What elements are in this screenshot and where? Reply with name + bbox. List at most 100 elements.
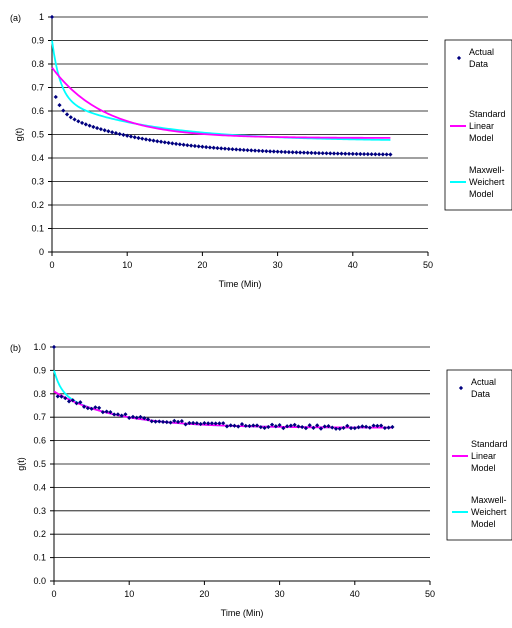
y-tick-label: 0.8 [33, 389, 46, 399]
data-point [343, 151, 348, 156]
data-point [170, 141, 175, 146]
data-point [375, 423, 380, 428]
legend-marker-actual [456, 55, 462, 61]
data-point [333, 426, 339, 431]
x-tick-label: 10 [124, 589, 134, 599]
data-point [181, 142, 186, 147]
data-point [110, 130, 115, 135]
data-point [206, 421, 211, 426]
data-point [76, 119, 81, 124]
data-point [202, 420, 207, 426]
data-point [68, 115, 73, 120]
data-point [264, 149, 269, 154]
data-point [175, 419, 181, 424]
legend-label: Data [469, 59, 488, 69]
data-point [160, 419, 166, 424]
x-tick-label: 0 [51, 589, 56, 599]
data-point [309, 150, 314, 155]
data-point [187, 420, 192, 426]
data-point [230, 147, 235, 152]
x-tick-label: 30 [275, 589, 285, 599]
data-point [286, 150, 291, 155]
data-point [346, 151, 352, 156]
data-point [87, 123, 92, 128]
y-tick-label: 1 [39, 12, 44, 22]
data-point [63, 396, 68, 401]
data-point [136, 135, 141, 141]
data-point [222, 146, 228, 151]
data-point [247, 423, 252, 429]
data-point [358, 151, 363, 157]
data-point [183, 422, 188, 427]
y-tick-label: 0.7 [33, 412, 46, 422]
x-axis-label: Time (Min) [221, 608, 264, 618]
data-point [313, 150, 318, 156]
legend-label: Actual [469, 47, 494, 57]
data-point [185, 143, 190, 148]
data-point [192, 143, 197, 149]
data-point [281, 426, 286, 431]
x-tick-label: 50 [423, 260, 433, 270]
legend-label: Model [469, 189, 494, 199]
data-point [78, 400, 83, 405]
x-tick-label: 30 [273, 260, 283, 270]
data-point [55, 394, 60, 399]
chart-panel-1: 0.0 0.1 0.2 0.3 0.4 0.5 0.6 0.7 0.8 0.9 1.0 0 10 20 30… [10, 342, 512, 618]
data-point [125, 133, 130, 138]
data-point [108, 410, 113, 415]
data-point [142, 416, 147, 421]
data-point [228, 423, 233, 428]
x-tick-label: 40 [348, 260, 358, 270]
chart-panel-0: 00.10.20.30.40.50.60.70.80.910 10 20 30 40 50… [10, 12, 512, 289]
data-point [198, 421, 203, 427]
legend-label: Standard [469, 109, 506, 119]
data-point [100, 410, 105, 415]
data-point [384, 152, 389, 157]
data-point [373, 152, 378, 157]
data-point [352, 426, 357, 431]
y-tick-label: 0.1 [31, 224, 44, 234]
data-point [252, 148, 258, 153]
legend-label: Model [469, 133, 494, 143]
data-point [285, 424, 290, 429]
data-point [294, 150, 299, 155]
data-point [140, 136, 145, 141]
legend-label: Data [471, 389, 490, 399]
data-point [138, 414, 143, 420]
y-tick-label: 1.0 [33, 342, 46, 352]
data-point [292, 422, 297, 427]
data-point [177, 142, 182, 147]
data-point [166, 140, 171, 145]
data-point [49, 14, 55, 20]
data-point [204, 145, 209, 150]
data-point [209, 421, 215, 426]
y-tick-label: 0.2 [31, 200, 44, 210]
y-tick-label: 0.5 [31, 130, 44, 140]
legend-label: Standard [471, 439, 508, 449]
legend-marker-actual [458, 385, 464, 391]
data-point [145, 417, 151, 422]
legend-label: Maxwell- [469, 165, 505, 175]
data-point [89, 406, 94, 411]
data-point [301, 150, 307, 155]
panel-label: (a) [10, 13, 21, 23]
data-point [269, 422, 275, 427]
data-point [207, 145, 213, 150]
data-point [215, 145, 220, 151]
data-point [316, 151, 322, 156]
data-point [157, 419, 162, 424]
data-point [266, 424, 271, 430]
data-point [271, 149, 276, 154]
data-point [149, 419, 154, 424]
data-point [249, 148, 254, 153]
y-tick-label: 0 [39, 247, 44, 257]
data-point [85, 406, 90, 411]
data-point [369, 152, 374, 157]
data-point [243, 423, 248, 428]
y-tick-label: 0.1 [33, 553, 46, 563]
data-point [288, 423, 293, 428]
data-point [162, 140, 167, 145]
data-point [331, 151, 337, 156]
y-tick-label: 0.7 [31, 83, 44, 93]
